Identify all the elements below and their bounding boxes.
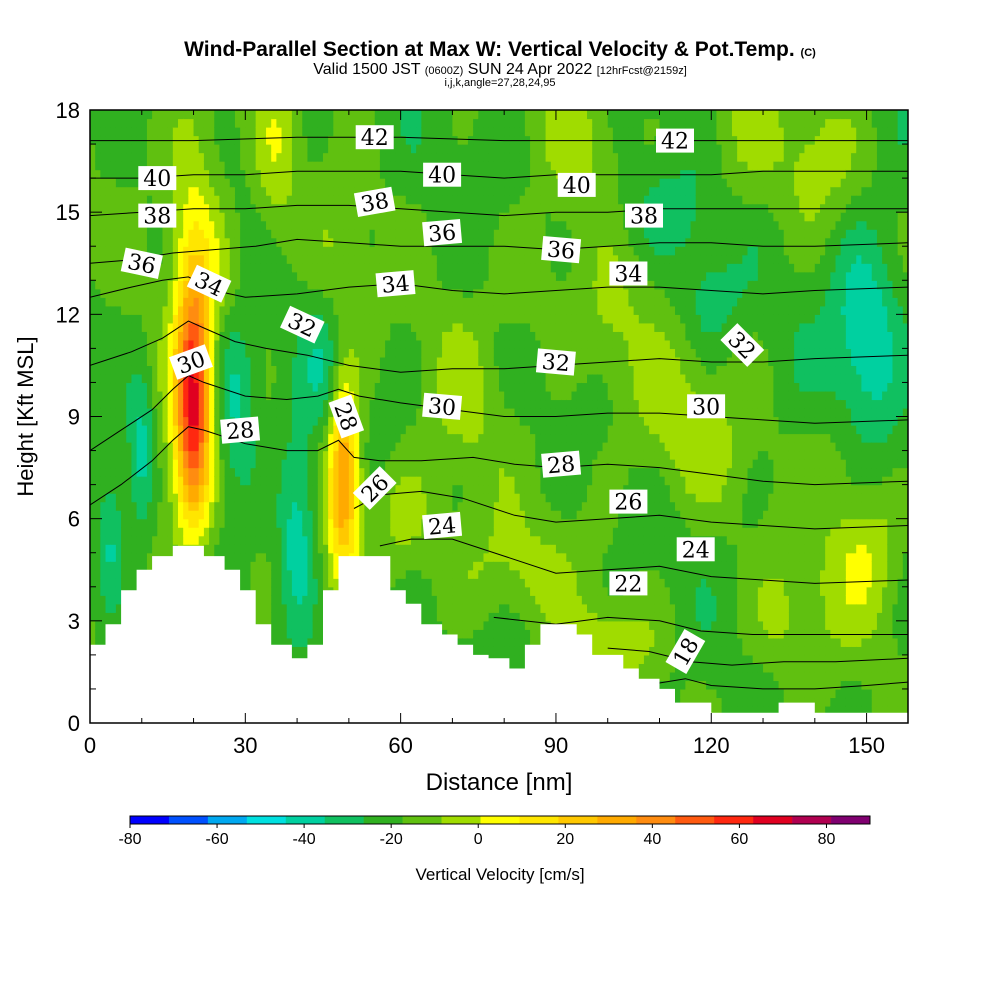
colorbar-swatch <box>675 816 715 824</box>
isentrope-34 <box>90 276 908 298</box>
isentrope-42 <box>90 136 908 142</box>
contour-label: 34 <box>375 270 416 299</box>
colorbar-swatch <box>402 816 442 824</box>
y-tick-label: 18 <box>56 98 80 123</box>
x-tick-label: 30 <box>233 733 257 758</box>
colorbar-swatch <box>130 816 170 824</box>
colorbar-tick-label: 40 <box>643 831 661 848</box>
contour-label: 40 <box>557 172 596 199</box>
axis-ticks <box>89 109 908 724</box>
isentrope-20 <box>607 647 908 666</box>
contour-label: 26 <box>609 489 648 516</box>
y-tick-label: 0 <box>68 711 80 736</box>
colorbar-swatch <box>363 816 403 824</box>
colorbar: -80 -60 -40 -20 0 20 40 60 80 <box>118 815 871 848</box>
isentropes <box>90 136 908 690</box>
y-axis-label: Height [Kft MSL] <box>13 336 38 496</box>
isentrope-38 <box>90 204 908 217</box>
colorbar-swatch <box>207 816 248 824</box>
contour-label: 30 <box>687 394 726 420</box>
colorbar-swatch <box>246 816 287 824</box>
chart-indices: i,j,k,angle=27,28,24,95 <box>444 77 556 89</box>
x-tick-label: 0 <box>84 733 96 758</box>
colorbar-swatch <box>324 816 364 824</box>
chart-subtitle: Valid 1500 JST (0600Z) SUN 24 Apr 2022 [… <box>313 61 687 78</box>
colorbar-swatch <box>285 816 326 824</box>
colorbar-tick-label: -20 <box>380 831 403 848</box>
contour-label: 22 <box>609 571 648 597</box>
terrain <box>90 545 908 723</box>
contour-label: 42 <box>656 128 694 155</box>
chart-title: Wind-Parallel Section at Max W: Vertical… <box>184 38 816 61</box>
contour-label: 40 <box>423 162 462 189</box>
contour-label: 24 <box>422 511 463 541</box>
colorbar-tick-label: 80 <box>818 831 836 848</box>
colorbar-swatch <box>597 816 637 824</box>
x-tick-label: 150 <box>848 733 885 758</box>
contour-label: 28 <box>541 450 582 479</box>
x-tick-label: 120 <box>693 733 730 758</box>
colorbar-swatch <box>753 816 793 824</box>
isentrope-26 <box>353 490 908 530</box>
contour-label: 24 <box>676 537 715 563</box>
isentrope-22 <box>493 616 908 635</box>
colorbar-tick-label: 20 <box>556 831 574 848</box>
colorbar-swatch <box>168 816 209 824</box>
isentrope-32 <box>90 320 908 373</box>
colorbar-swatch <box>714 816 754 824</box>
colorbar-tick-label: -80 <box>118 831 141 848</box>
contour-label: 36 <box>422 218 463 248</box>
colorbar-swatch <box>636 816 676 824</box>
colorbar-swatch <box>792 816 832 824</box>
contour-label: 34 <box>609 261 648 288</box>
colorbar-swatch <box>558 816 598 824</box>
colorbar-swatch <box>519 816 559 824</box>
contour-label: 40 <box>138 166 177 192</box>
isentrope-40 <box>90 170 908 179</box>
contour-label: 28 <box>220 416 261 445</box>
colorbar-swatch <box>831 816 871 824</box>
x-tick-label: 90 <box>544 733 568 758</box>
contour-label: 38 <box>353 186 396 218</box>
colorbar-label: Vertical Velocity [cm/s] <box>415 865 584 884</box>
isentrope-28 <box>90 426 908 506</box>
colorbar-swatch <box>480 816 520 824</box>
contour-label: 30 <box>422 392 463 421</box>
colorbar-tick-label: -60 <box>205 831 228 848</box>
isentrope-24 <box>379 538 908 584</box>
contour-label: 32 <box>535 348 576 377</box>
contour-label: 38 <box>138 203 177 230</box>
x-tick-label: 60 <box>388 733 412 758</box>
y-tick-label: 15 <box>56 200 80 225</box>
colorbar-swatch <box>441 816 481 824</box>
contour-label: 36 <box>541 235 582 265</box>
colorbar-tick-label: 60 <box>731 831 749 848</box>
contour-label: 38 <box>625 203 663 230</box>
contour-label: 42 <box>355 125 394 151</box>
colorbar-tick-label: -40 <box>293 831 316 848</box>
isentrope-36 <box>90 238 908 264</box>
y-tick-label: 3 <box>68 609 80 634</box>
colorbar-tick-label: 0 <box>474 831 483 848</box>
x-axis-label: Distance [nm] <box>426 769 573 796</box>
y-tick-label: 9 <box>68 405 80 430</box>
y-tick-label: 6 <box>68 507 80 532</box>
isentrope-18 <box>643 678 908 690</box>
contour-label: 36 <box>120 247 163 280</box>
y-tick-label: 12 <box>56 302 80 327</box>
